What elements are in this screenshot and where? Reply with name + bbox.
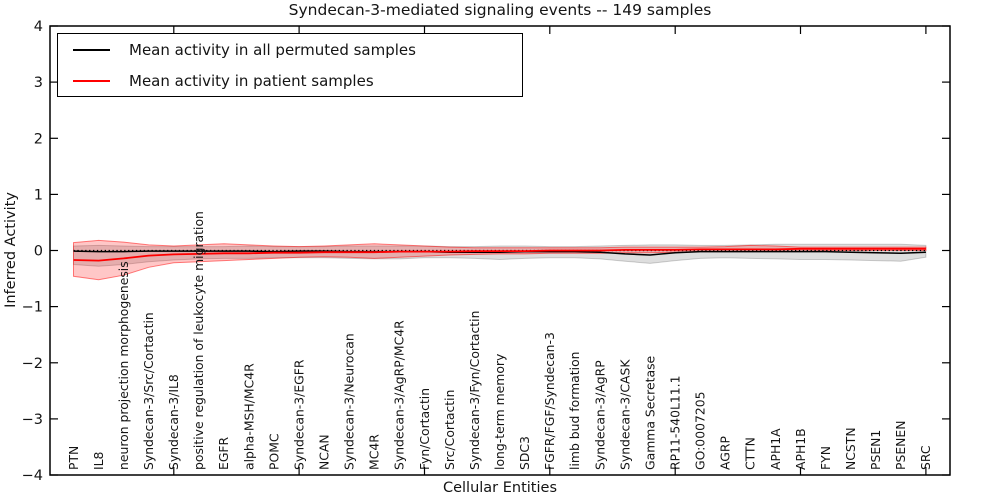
chart-title: Syndecan-3-mediated signaling events -- … [288,1,712,19]
x-category-label: Fyn/Cortactin [417,388,432,470]
y-tick-label: 4 [34,19,43,35]
x-category-label: FGFR/FGF/Syndecan-3 [542,332,557,470]
y-tick-label: 1 [34,187,43,203]
legend-line-sample-patient-icon [73,79,110,82]
x-category-label: APH1B [793,428,808,470]
x-category-label: RP11-540L11.1 [667,376,682,470]
x-category-label: alpha-MSH/MC4R [241,363,256,470]
x-category-label: FYN [818,446,833,470]
x-category-label: positive regulation of leukocyte migrati… [191,211,206,470]
x-category-label: PTN [66,446,81,470]
y-tick-label: 0 [34,244,43,260]
legend-label: Mean activity in all permuted samples [129,40,416,59]
x-category-label: NCSTN [843,427,858,470]
x-category-label: long-term memory [492,354,507,470]
y-tick-label: −2 [22,356,43,372]
x-category-label: Syndecan-3/Neurocan [342,333,357,470]
x-category-label: limb bud formation [567,352,582,471]
legend-item: Mean activity in all permuted samples [58,34,522,65]
y-tick-label: 2 [34,131,43,147]
x-category-label: Syndecan-3/AgRP [592,360,607,470]
x-category-label: PSENEN [893,420,908,470]
legend: Mean activity in all permuted samples Me… [57,33,523,97]
y-tick-label: −3 [22,412,43,428]
y-tick-label: −1 [22,300,43,316]
x-category-label: Syndecan-3/CASK [617,359,632,470]
x-category-label: Src/Cortactin [442,390,457,470]
legend-label: Mean activity in patient samples [129,71,374,90]
x-category-label: NCAN [317,434,332,470]
x-category-label: PSEN1 [868,430,883,470]
x-axis-title: Cellular Entities [442,480,558,496]
x-category-label: neuron projection morphogenesis [116,261,131,470]
x-category-label: Syndecan-3/Src/Cortactin [141,312,156,470]
x-category-label: EGFR [216,436,231,470]
x-category-label: APH1A [768,428,783,470]
y-tick-label: −4 [22,468,43,484]
x-category-label: CTTN [743,437,758,470]
legend-line-sample-permuted-icon [73,48,110,51]
y-axis-title: Inferred Activity [3,192,19,308]
x-category-label: POMC [266,433,281,470]
x-category-label: SDC3 [517,436,532,470]
x-category-label: Syndecan-3/AgRP/MC4R [392,320,407,470]
x-category-label: AGRP [718,436,733,470]
x-category-label: IL8 [91,451,106,470]
series-line-permuted [73,250,926,256]
x-category-label: MC4R [367,434,382,470]
x-category-label: Syndecan-3/IL8 [166,374,181,470]
x-category-label: Syndecan-3/EGFR [291,359,306,470]
y-tick-label: 3 [34,75,43,91]
x-category-label: Syndecan-3/Fyn/Cortactin [467,311,482,470]
legend-item: Mean activity in patient samples [58,65,522,96]
x-category-label: Gamma Secretase [642,356,657,470]
x-category-label: SRC [918,445,933,470]
x-category-label: GO:0007205 [693,392,708,471]
series-line-patient [73,247,926,262]
